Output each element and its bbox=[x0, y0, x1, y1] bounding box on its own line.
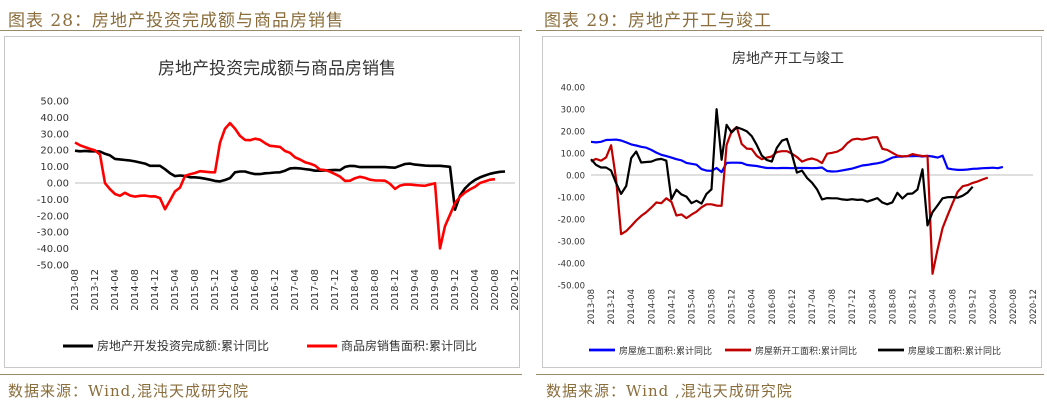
figure-29-source: 数据来源：Wind ,混沌天成研究院 bbox=[546, 382, 793, 400]
chart-2-series-line-1 bbox=[590, 138, 1004, 174]
chart-2-x-tick-label: 2015-04 bbox=[687, 289, 697, 325]
chart-1-legend-label-2: 商品房销售面积:累计同比 bbox=[341, 338, 477, 353]
chart-1-y-tick-label: 0.00 bbox=[47, 179, 69, 190]
chart-1-legend-label-1: 房地产开发投资完成额:累计同比 bbox=[97, 338, 269, 353]
chart-2-y-tick-label: -10.00 bbox=[558, 194, 585, 204]
chart-1-series-line-2 bbox=[74, 121, 496, 250]
chart-1-frame: 房地产投资完成额与商品房销售 50.00 40.00 30.00 20.00 10.00 0… bbox=[4, 36, 521, 368]
figure-28-top-rule bbox=[0, 30, 522, 31]
chart-2-x-tick-label: 2016-08 bbox=[768, 289, 778, 325]
chart-1-x-tick-label: 2017-04 bbox=[290, 269, 301, 311]
chart-1-x-tick-label: 2015-12 bbox=[210, 269, 221, 311]
chart-1-x-tick-label: 2018-08 bbox=[370, 269, 381, 311]
figure-29-caption: 图表 29：房地产开工与竣工 bbox=[544, 11, 773, 31]
chart-1-x-tick-label: 2019-08 bbox=[430, 269, 441, 311]
chart-2-x-tick-label: 2014-04 bbox=[627, 289, 637, 325]
chart-2-x-tick-label: 2013-08 bbox=[587, 289, 597, 325]
chart-2-legend-label-1: 房屋施工面积:累计同比 bbox=[619, 345, 712, 357]
figure-28-caption: 图表 28：房地产投资完成额与商品房销售 bbox=[8, 11, 345, 31]
chart-1-x-tick-label: 2014-08 bbox=[130, 269, 141, 311]
chart-1-x-tick-label: 2014-12 bbox=[150, 269, 161, 311]
chart-1-y-tick-label: -30.00 bbox=[37, 228, 69, 239]
chart-2-x-tick-label: 2014-08 bbox=[647, 289, 657, 325]
chart-2-x-tick-label: 2016-04 bbox=[748, 289, 758, 325]
chart-2-y-tick-label: -40.00 bbox=[558, 260, 585, 270]
chart-1-x-tick-label: 2015-04 bbox=[170, 269, 181, 311]
chart-1-x-tick-label: 2020-08 bbox=[490, 269, 501, 311]
figure-29-bottom-rule bbox=[536, 374, 1044, 375]
chart-2-x-tick-label: 2020-04 bbox=[989, 289, 999, 325]
chart-2-x-tick-label: 2020-08 bbox=[1009, 289, 1019, 325]
chart-1-x-tick-label: 2013-12 bbox=[90, 269, 101, 311]
chart-2-x-tick-label: 2019-04 bbox=[929, 289, 939, 325]
chart-1-y-tick-label: -20.00 bbox=[37, 211, 69, 222]
chart-2-x-tick-label: 2019-08 bbox=[949, 289, 959, 325]
chart-1-x-tick-label: 2020-12 bbox=[510, 269, 519, 311]
figure-28-source: 数据来源：Wind,混沌天成研究院 bbox=[8, 382, 249, 400]
figure-28-bottom-rule bbox=[0, 374, 522, 375]
chart-2-x-tick-label: 2018-04 bbox=[868, 289, 878, 325]
chart-2-y-tick-label: 40.00 bbox=[561, 84, 585, 94]
chart-1-x-tick-label: 2020-04 bbox=[470, 269, 481, 311]
chart-2-legend-label-3: 房屋竣工面积:累计同比 bbox=[908, 345, 1001, 357]
chart-2-y-tick-label: 10.00 bbox=[561, 150, 585, 160]
figure-29: 图表 29：房地产开工与竣工 房地产开工与竣工 40.00 30.00 20.00 10… bbox=[536, 0, 1047, 409]
chart-2-x-tick-label: 2017-12 bbox=[848, 289, 858, 325]
chart-1-x-tick-label: 2019-04 bbox=[410, 269, 421, 311]
chart-1-y-tick-label: 10.00 bbox=[40, 162, 69, 173]
chart-2-y-tick-label: 30.00 bbox=[561, 106, 585, 116]
chart-1-y-tick-label: 40.00 bbox=[40, 113, 69, 124]
chart-1-y-tick-label: 30.00 bbox=[40, 129, 69, 140]
chart-1-title: 房地产投资完成额与商品房销售 bbox=[158, 59, 396, 79]
chart-2-y-tick-label: -30.00 bbox=[558, 238, 585, 248]
chart-2-x-tick-label: 2013-12 bbox=[607, 289, 617, 325]
chart-2-series-line-3 bbox=[590, 108, 974, 227]
chart-2-y-tick-label: 0.00 bbox=[566, 172, 585, 182]
chart-1-svg: 房地产投资完成额与商品房销售 50.00 40.00 30.00 20.00 10.00 0… bbox=[37, 59, 521, 353]
chart-2-y-tick-label: -50.00 bbox=[558, 282, 585, 292]
chart-2-x-tick-label: 2015-08 bbox=[708, 289, 718, 325]
chart-1-y-tick-label: 20.00 bbox=[40, 146, 69, 157]
chart-2-x-tick-label: 2018-12 bbox=[908, 289, 918, 325]
chart-1-x-tick-label: 2015-08 bbox=[190, 269, 201, 311]
chart-1-x-tick-label: 2014-04 bbox=[110, 269, 121, 311]
chart-2-x-tick-label: 2017-04 bbox=[808, 289, 818, 325]
chart-2-y-tick-label: 20.00 bbox=[561, 128, 585, 138]
chart-1-x-tick-label: 2017-12 bbox=[330, 269, 341, 311]
chart-1-x-tick-label: 2017-08 bbox=[310, 269, 321, 311]
chart-1-x-tick-label: 2016-04 bbox=[230, 269, 241, 311]
chart-1-x-tick-label: 2018-04 bbox=[350, 269, 361, 311]
chart-1-x-tick-label: 2013-08 bbox=[70, 269, 81, 311]
figure-29-top-rule bbox=[536, 30, 1044, 31]
chart-1-x-tick-label: 2016-08 bbox=[250, 269, 261, 311]
chart-2-x-tick-label: 2020-12 bbox=[1029, 289, 1039, 325]
chart-2-x-tick-label: 2018-08 bbox=[888, 289, 898, 325]
chart-2-svg: 房地产开工与竣工 40.00 30.00 20.00 10.00 0.00 -10.00 -2… bbox=[558, 51, 1039, 357]
chart-1-y-tick-label: -50.00 bbox=[37, 261, 69, 272]
chart-2-frame: 房地产开工与竣工 40.00 30.00 20.00 10.00 0.00 -10.00 -2… bbox=[542, 36, 1042, 368]
chart-2-series-line-2 bbox=[590, 125, 989, 275]
chart-1-x-tick-label: 2018-12 bbox=[390, 269, 401, 311]
chart-1-x-tick-label: 2019-12 bbox=[450, 269, 461, 311]
chart-2-title: 房地产开工与竣工 bbox=[732, 51, 844, 67]
figure-28: 图表 28：房地产投资完成额与商品房销售 房地产投资完成额与商品房销售 50.00… bbox=[0, 0, 522, 409]
chart-2-x-tick-label: 2016-12 bbox=[788, 289, 798, 325]
chart-1-y-tick-label: -10.00 bbox=[37, 195, 69, 206]
chart-2-y-tick-label: -20.00 bbox=[558, 216, 585, 226]
chart-2-x-tick-label: 2014-12 bbox=[667, 289, 677, 325]
chart-1-series-line-1 bbox=[74, 149, 506, 211]
chart-1-y-tick-label: 50.00 bbox=[40, 97, 69, 108]
chart-2-x-tick-label: 2015-12 bbox=[728, 289, 738, 325]
chart-1-x-tick-label: 2016-12 bbox=[270, 269, 281, 311]
chart-2-x-tick-label: 2017-08 bbox=[828, 289, 838, 325]
chart-2-x-tick-label: 2019-12 bbox=[969, 289, 979, 325]
chart-1-y-tick-label: -40.00 bbox=[37, 244, 69, 255]
chart-2-legend-label-2: 房屋新开工面积:累计同比 bbox=[755, 345, 857, 357]
